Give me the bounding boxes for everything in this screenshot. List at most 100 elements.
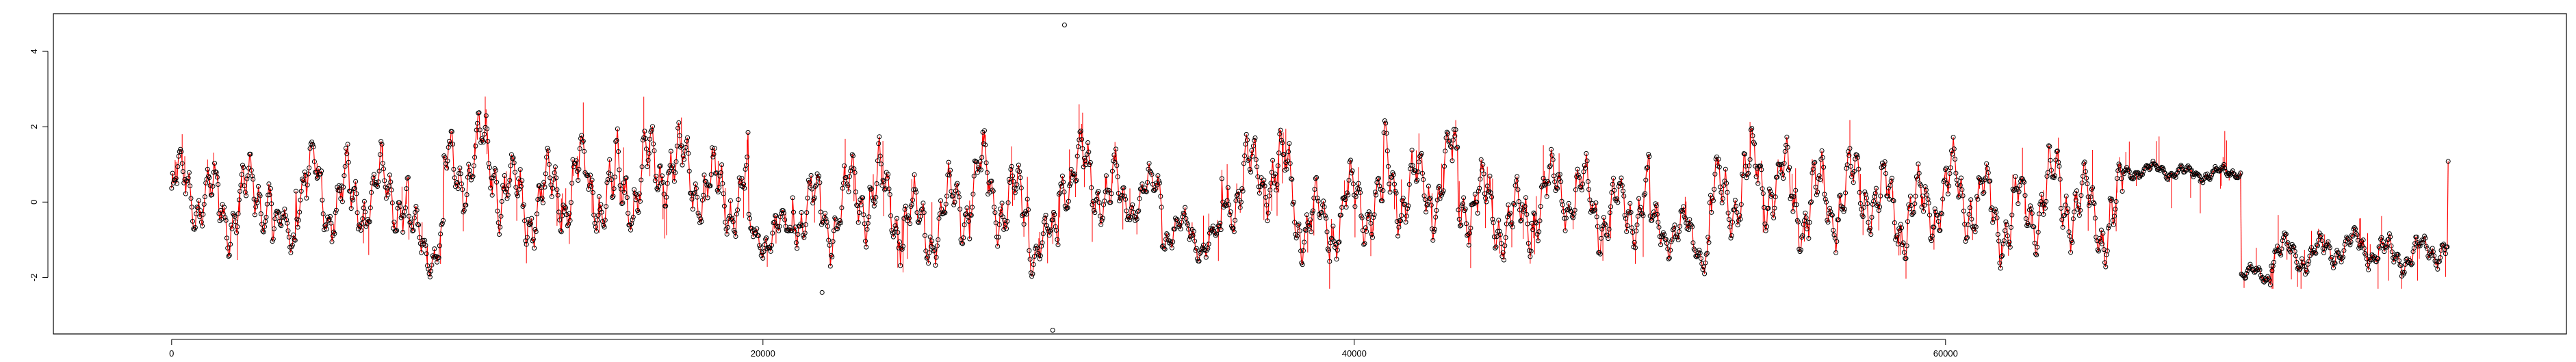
data-point (1099, 218, 1105, 223)
data-point (511, 155, 516, 161)
data-point (929, 238, 935, 244)
data-point (1248, 169, 1254, 174)
data-point (680, 153, 686, 159)
data-point (933, 255, 939, 260)
data-point (1525, 221, 1530, 227)
data-point (428, 268, 434, 274)
data-point (1156, 178, 1161, 183)
data-point (1821, 164, 1827, 170)
data-point (1330, 223, 1336, 229)
data-point (480, 140, 486, 145)
red-series-segment (190, 198, 192, 207)
data-point (1682, 216, 1688, 221)
red-series-segment (888, 174, 890, 190)
data-point (1484, 183, 1490, 189)
data-point (1963, 235, 1969, 241)
red-series-segment (1250, 150, 1252, 172)
data-point (851, 153, 855, 159)
red-series-segment (389, 174, 391, 182)
data-point (883, 186, 888, 192)
data-point (1052, 212, 1057, 217)
data-point (1068, 166, 1074, 172)
red-series-segment (1706, 237, 1709, 254)
data-point (1162, 246, 1168, 252)
data-point (1571, 215, 1576, 220)
red-series-segment (1313, 189, 1315, 198)
red-series-segment (1920, 185, 1922, 207)
data-point (593, 224, 598, 229)
data-point (1860, 214, 1866, 220)
data-point (754, 226, 760, 231)
data-point (452, 175, 457, 181)
data-point (712, 146, 717, 151)
data-point (863, 238, 868, 244)
data-point (897, 240, 902, 244)
data-point (886, 172, 891, 177)
red-series-segment (1649, 156, 1651, 216)
red-series-segment (1700, 258, 1703, 264)
data-point (1172, 227, 1177, 232)
data-point (1030, 271, 1035, 276)
red-series-segment (1402, 198, 1405, 205)
data-point (780, 208, 786, 214)
red-series-segment (999, 209, 1001, 225)
red-series-segment (1395, 193, 1398, 222)
data-point (782, 217, 788, 222)
data-point (805, 195, 810, 201)
data-point (416, 222, 422, 228)
data-point (921, 210, 927, 216)
red-series-segment (459, 168, 461, 174)
data-point (1870, 202, 1875, 207)
red-series-segment (1278, 133, 1280, 153)
data-point (938, 198, 943, 203)
data-point (946, 172, 952, 178)
data-point (1922, 184, 1928, 190)
red-series-segment (1287, 151, 1289, 161)
red-series-segment (244, 185, 246, 192)
data-point (1932, 206, 1937, 211)
red-series-segment (845, 177, 848, 184)
red-series-segment (1289, 163, 1292, 179)
red-series-segment (1961, 190, 1963, 196)
red-series-segment (840, 207, 842, 223)
data-point (866, 214, 872, 220)
data-point (727, 198, 733, 203)
data-point (291, 232, 296, 237)
data-point (1174, 217, 1180, 222)
data-point (1536, 229, 1542, 235)
red-series-segment (2122, 172, 2124, 192)
data-point (967, 236, 973, 242)
data-point (1644, 166, 1649, 171)
data-point (619, 201, 625, 207)
data-point (1775, 174, 1780, 180)
red-series-segment (1255, 159, 1258, 167)
data-point (1185, 222, 1190, 227)
red-series-segment (407, 177, 410, 217)
data-point (1296, 222, 1301, 228)
data-point (1772, 205, 1777, 211)
data-point (411, 216, 417, 220)
data-point (1806, 235, 1812, 241)
data-point (745, 154, 750, 159)
data-point (1709, 209, 1714, 215)
data-point (926, 261, 931, 266)
red-series-segment (272, 229, 275, 240)
data-point (393, 229, 398, 234)
data-point (1001, 227, 1007, 232)
red-series-segment (825, 218, 827, 222)
red-series-segment (504, 175, 506, 192)
data-point (730, 219, 736, 224)
data-point (1700, 267, 1705, 272)
data-point (1324, 229, 1330, 235)
red-series-segment (1998, 241, 2000, 263)
data-point (360, 216, 365, 222)
data-point (1491, 220, 1496, 225)
data-point (372, 172, 376, 177)
data-point (1942, 177, 1947, 183)
red-series-segment (2109, 198, 2111, 226)
data-point (892, 223, 898, 229)
data-point (1968, 197, 1974, 203)
data-point (1645, 165, 1650, 170)
data-point (1607, 210, 1612, 216)
data-point (1415, 169, 1421, 174)
